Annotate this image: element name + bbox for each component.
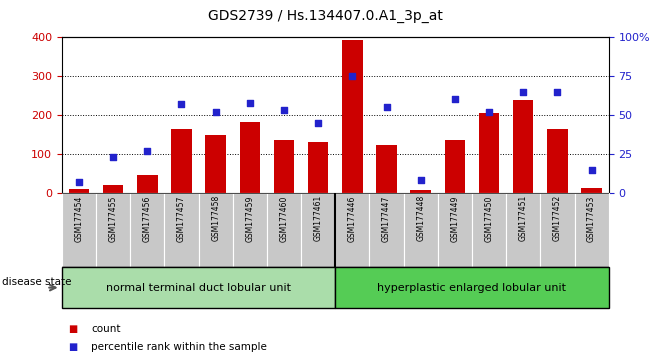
Point [210,109,221,115]
Point [176,101,187,107]
Bar [335,193,370,267]
Point [518,89,529,95]
Text: GSM177454: GSM177454 [74,195,83,241]
Point [347,73,357,79]
Point [74,179,84,185]
Text: GSM177447: GSM177447 [382,195,391,241]
Text: GSM177455: GSM177455 [109,195,118,241]
Text: disease state: disease state [2,277,72,287]
Text: GSM177449: GSM177449 [450,195,460,241]
Bar [404,193,437,267]
Bar [206,135,226,193]
Bar [171,130,192,193]
Bar [240,122,260,193]
Bar [411,190,431,193]
Point [552,89,562,95]
Bar [267,193,301,267]
Text: GSM177450: GSM177450 [484,195,493,241]
Bar [376,145,396,193]
Bar [513,100,534,193]
Bar [479,113,499,193]
Bar [301,193,335,267]
Point [142,148,152,154]
Point [108,154,118,160]
Bar [103,185,124,193]
Bar [581,188,602,193]
Point [450,97,460,102]
Text: GDS2739 / Hs.134407.0.A1_3p_at: GDS2739 / Hs.134407.0.A1_3p_at [208,9,443,23]
Bar [164,193,199,267]
Bar [199,193,233,267]
Text: GSM177458: GSM177458 [211,195,220,241]
Bar [69,189,89,193]
Bar [547,129,568,193]
Bar [273,141,294,193]
Text: hyperplastic enlarged lobular unit: hyperplastic enlarged lobular unit [378,282,566,293]
Point [313,120,324,126]
Bar [445,139,465,193]
Point [415,178,426,183]
Text: count: count [91,324,120,334]
Bar [308,142,328,193]
Text: GSM177453: GSM177453 [587,195,596,241]
Text: ■: ■ [68,324,77,334]
Point [245,100,255,105]
Point [587,167,597,172]
Point [381,104,392,110]
Text: GSM177457: GSM177457 [177,195,186,241]
Bar [96,193,130,267]
Bar [335,267,609,308]
Text: percentile rank within the sample: percentile rank within the sample [91,342,267,352]
Bar [506,193,540,267]
Bar [62,267,335,308]
Text: GSM177460: GSM177460 [279,195,288,241]
Bar [575,193,609,267]
Bar [62,193,96,267]
Text: GSM177461: GSM177461 [314,195,323,241]
Bar [472,193,506,267]
Bar [342,40,363,193]
Text: GSM177451: GSM177451 [519,195,528,241]
Text: GSM177448: GSM177448 [416,195,425,241]
Bar [137,176,158,193]
Bar [233,193,267,267]
Text: GSM177452: GSM177452 [553,195,562,241]
Text: ■: ■ [68,342,77,352]
Text: normal terminal duct lobular unit: normal terminal duct lobular unit [106,282,291,293]
Bar [130,193,164,267]
Bar [437,193,472,267]
Point [484,109,494,115]
Bar [540,193,575,267]
Bar [370,193,404,267]
Text: GSM177456: GSM177456 [143,195,152,241]
Text: GSM177459: GSM177459 [245,195,255,241]
Point [279,108,289,113]
Text: GSM177446: GSM177446 [348,195,357,241]
